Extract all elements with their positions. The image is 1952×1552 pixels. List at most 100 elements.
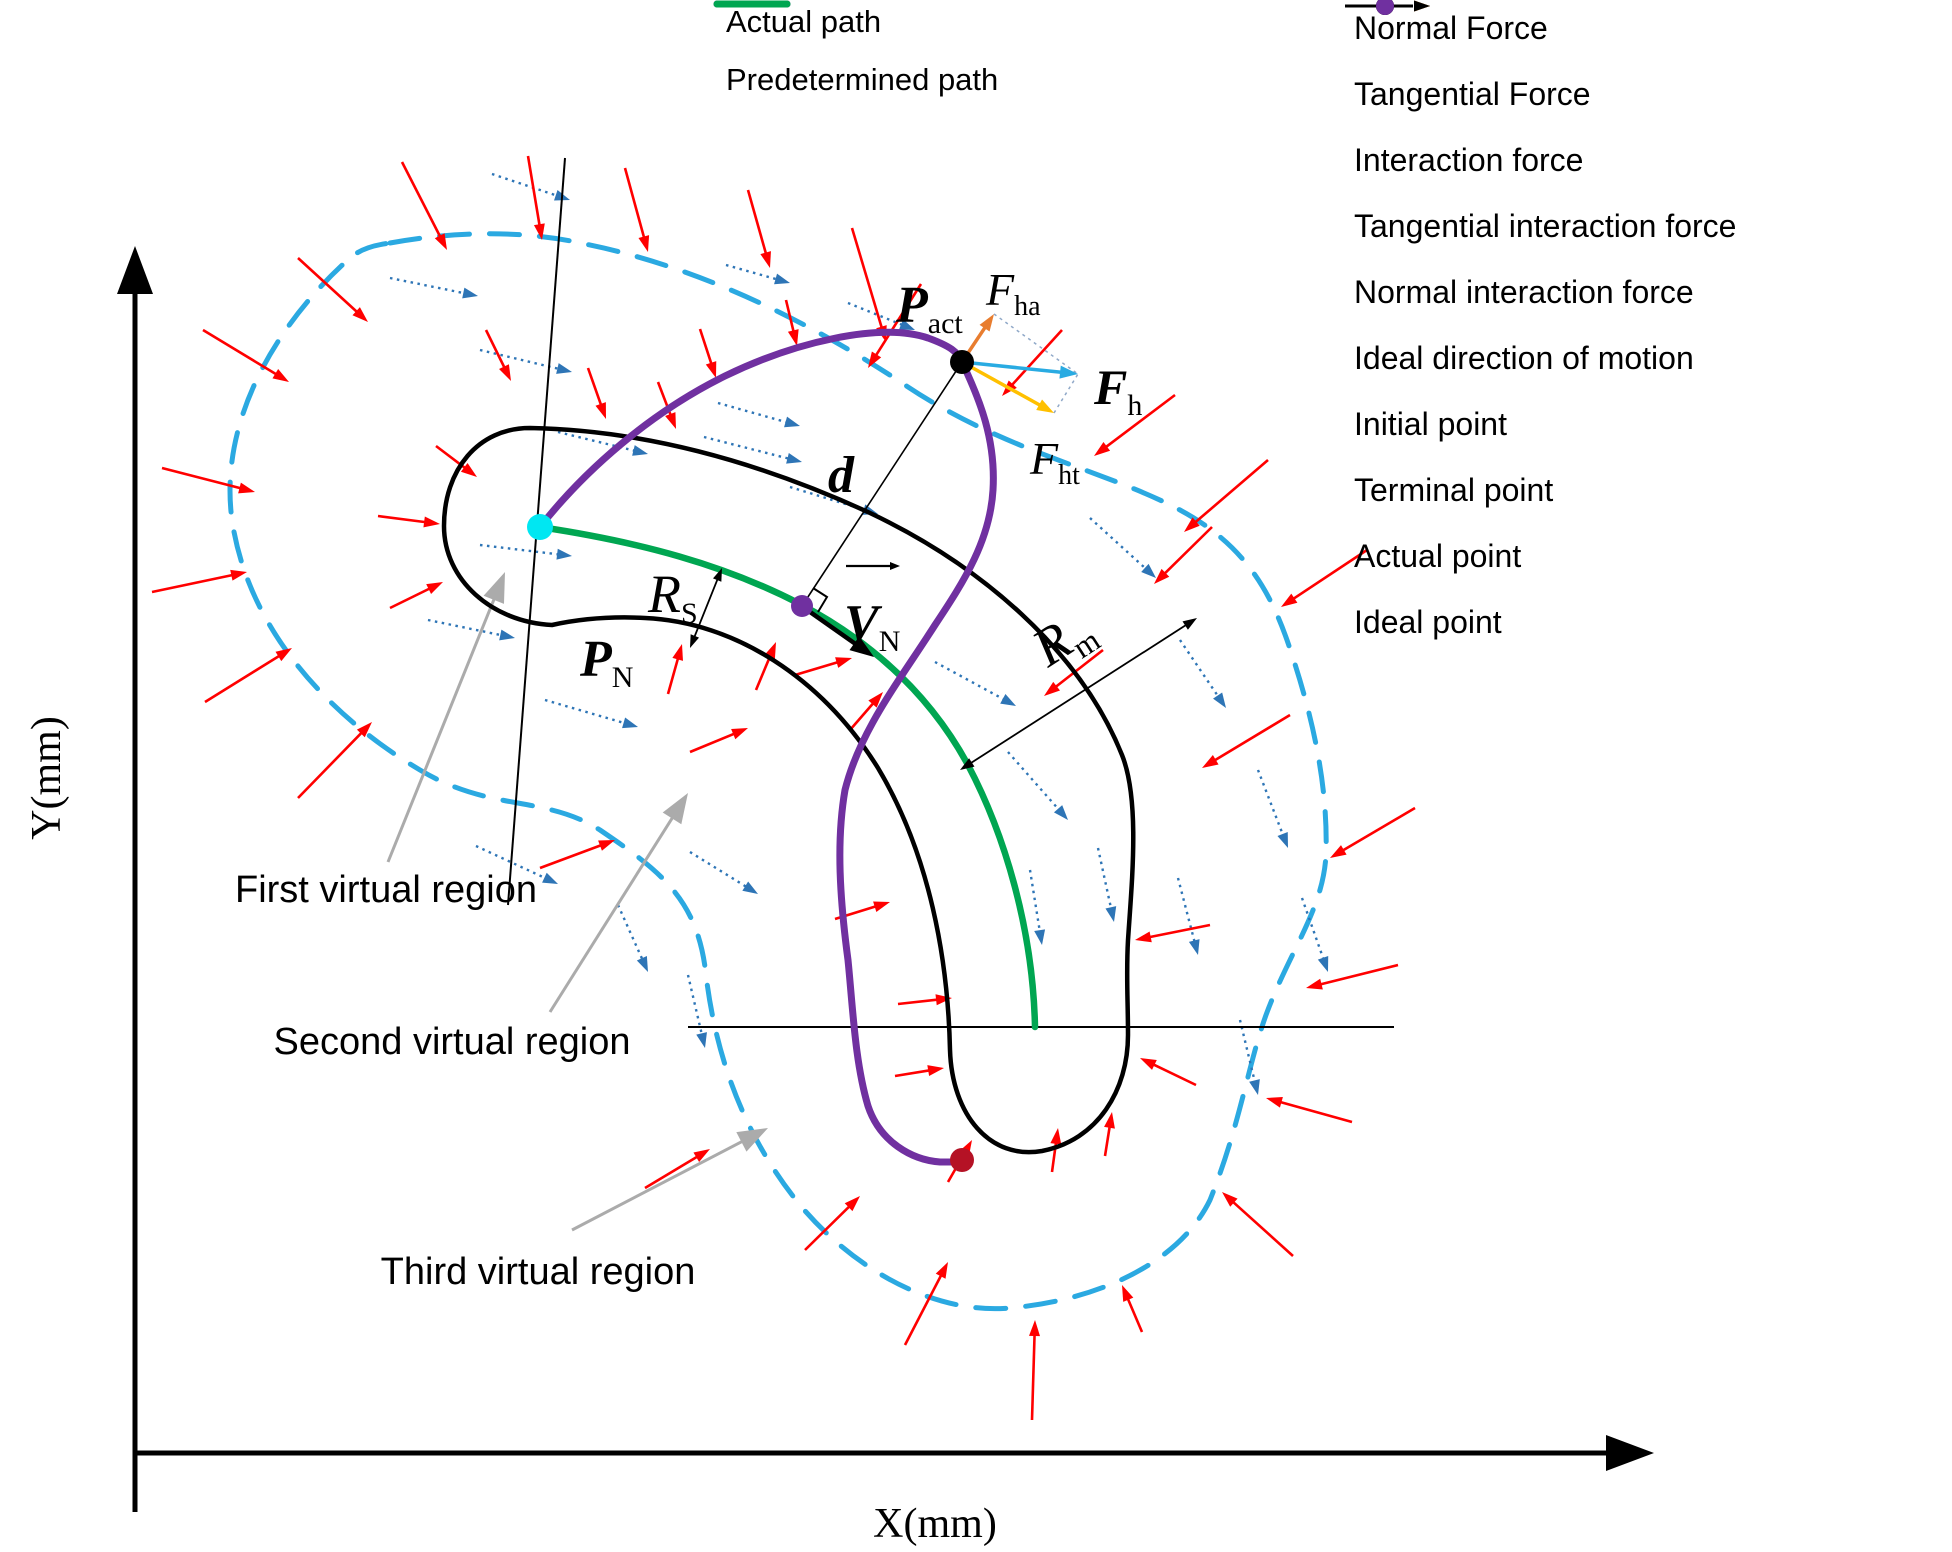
arrowhead xyxy=(1154,568,1170,584)
arrowhead xyxy=(693,1149,710,1162)
tangential-force-arrow xyxy=(1256,769,1285,838)
normal-force-arrow xyxy=(644,1154,700,1190)
arrowhead xyxy=(960,758,975,770)
normal-force-arrow xyxy=(151,573,235,594)
normal-force-field xyxy=(151,155,1416,1421)
legend-item: Tangential Force xyxy=(1340,0,1736,127)
ideal-direction-arrow xyxy=(801,605,860,648)
third-virtual-region-label: Third virtual region xyxy=(381,1251,696,1293)
arrowhead xyxy=(787,329,799,346)
arrowhead xyxy=(434,233,447,250)
legend-item: Terminal point xyxy=(1340,0,1736,523)
arrowhead xyxy=(1330,845,1347,858)
label-r-m: Rm xyxy=(1021,596,1106,683)
arrowhead xyxy=(638,235,650,252)
arrowhead xyxy=(784,416,800,428)
normal-force-arrow xyxy=(666,655,680,695)
arrowhead xyxy=(1249,1079,1260,1095)
arrowhead xyxy=(899,319,915,330)
interaction-force-arrow xyxy=(961,360,1064,375)
legend-item: Normal interaction force xyxy=(1340,0,1736,325)
tangential-force-arrow xyxy=(1176,877,1197,944)
arrowhead xyxy=(705,361,717,378)
arrowhead xyxy=(542,872,558,884)
label-d: d xyxy=(828,447,855,504)
legend-forces: Normal Force Tangential Force Interaction … xyxy=(1340,0,1736,655)
legend-item-label: Predetermined path xyxy=(726,62,999,97)
terminal-point xyxy=(950,1148,974,1172)
arrowhead xyxy=(238,482,255,494)
arrowhead xyxy=(1104,1112,1115,1129)
arrowhead xyxy=(731,728,748,740)
second-virtual-region-label: Second virtual region xyxy=(274,1021,631,1063)
y-axis-label: Y(mm) xyxy=(24,716,70,840)
arrowhead xyxy=(1036,399,1054,413)
legend-item-label: Tangential Force xyxy=(1354,75,1591,112)
arrowhead xyxy=(835,657,852,668)
arrowhead xyxy=(356,722,372,738)
arrowhead xyxy=(1034,929,1046,945)
actual-point xyxy=(950,350,974,374)
legend-item: Ideal point xyxy=(1340,0,1736,655)
label-p-n: PN xyxy=(579,631,633,694)
normal-force-arrow xyxy=(1318,963,1399,987)
arrowhead xyxy=(1135,931,1152,943)
tangential-force-arrow xyxy=(1089,517,1148,571)
arrowhead xyxy=(1122,1285,1134,1302)
arrowhead xyxy=(1317,956,1329,972)
tangential-force-arrow xyxy=(1179,639,1221,699)
region-pointer-arrow xyxy=(386,593,498,863)
legend-item: Ideal direction of motion xyxy=(1340,0,1736,391)
normal-force-arrow xyxy=(539,843,604,870)
normal-force-arrow xyxy=(297,257,360,315)
normal-force-arrow xyxy=(202,328,279,377)
arrowhead xyxy=(1277,832,1288,848)
arrowhead xyxy=(499,629,515,641)
arrowhead xyxy=(1306,978,1323,990)
arrowhead xyxy=(890,562,900,570)
normal-force-arrow xyxy=(586,367,603,408)
arrowhead xyxy=(690,634,700,648)
normal-force-arrow xyxy=(526,155,542,228)
normal-force-arrow xyxy=(389,586,433,610)
legend-item: Tangential interaction force xyxy=(1340,0,1736,259)
arrowhead xyxy=(868,692,883,708)
legend-item: Initial point xyxy=(1340,0,1736,457)
region-pointer-arrows xyxy=(386,572,768,1232)
ideal-point xyxy=(791,595,813,617)
normal-force-arrow xyxy=(1290,548,1368,602)
normal-force-arrow xyxy=(484,329,507,371)
arrowhead xyxy=(1105,906,1117,922)
normal-force-arrow xyxy=(903,1272,944,1346)
normal-force-arrow xyxy=(1340,806,1416,853)
arrowhead xyxy=(595,402,606,419)
normal-force-arrow xyxy=(1103,1124,1112,1157)
normal-force-arrow xyxy=(1009,329,1063,388)
arrowhead xyxy=(736,1128,768,1152)
arrowhead xyxy=(760,251,771,268)
distance-d-line xyxy=(801,361,963,607)
arrowhead xyxy=(873,901,890,912)
rm-double-arrow xyxy=(968,623,1189,765)
right-angle-mark xyxy=(812,587,829,613)
predetermined-path xyxy=(536,523,1039,1031)
arrowhead xyxy=(696,1032,707,1048)
arrowhead xyxy=(230,569,247,581)
normal-force-arrow xyxy=(1212,713,1291,763)
normal-force-arrow xyxy=(1147,923,1211,939)
normal-force-arrow xyxy=(1030,1332,1036,1421)
line-legend-marker xyxy=(713,0,791,8)
arrowhead xyxy=(665,412,676,429)
first-virtual-region-label: First virtual region xyxy=(235,869,537,911)
normal-force-arrow xyxy=(1053,648,1104,690)
arrowhead xyxy=(1213,692,1226,708)
legend-item: Normal Force xyxy=(1340,0,1736,61)
tangential-force-arrow xyxy=(1096,847,1113,911)
legend-paths: Actual path Predetermined path xyxy=(712,0,998,109)
label-f-ht: Fht xyxy=(1029,433,1080,491)
arrowhead xyxy=(1184,517,1200,532)
tangential-force-arrow xyxy=(479,543,561,556)
arrowhead xyxy=(1141,563,1156,578)
legend-item: Actual point xyxy=(1340,0,1736,589)
